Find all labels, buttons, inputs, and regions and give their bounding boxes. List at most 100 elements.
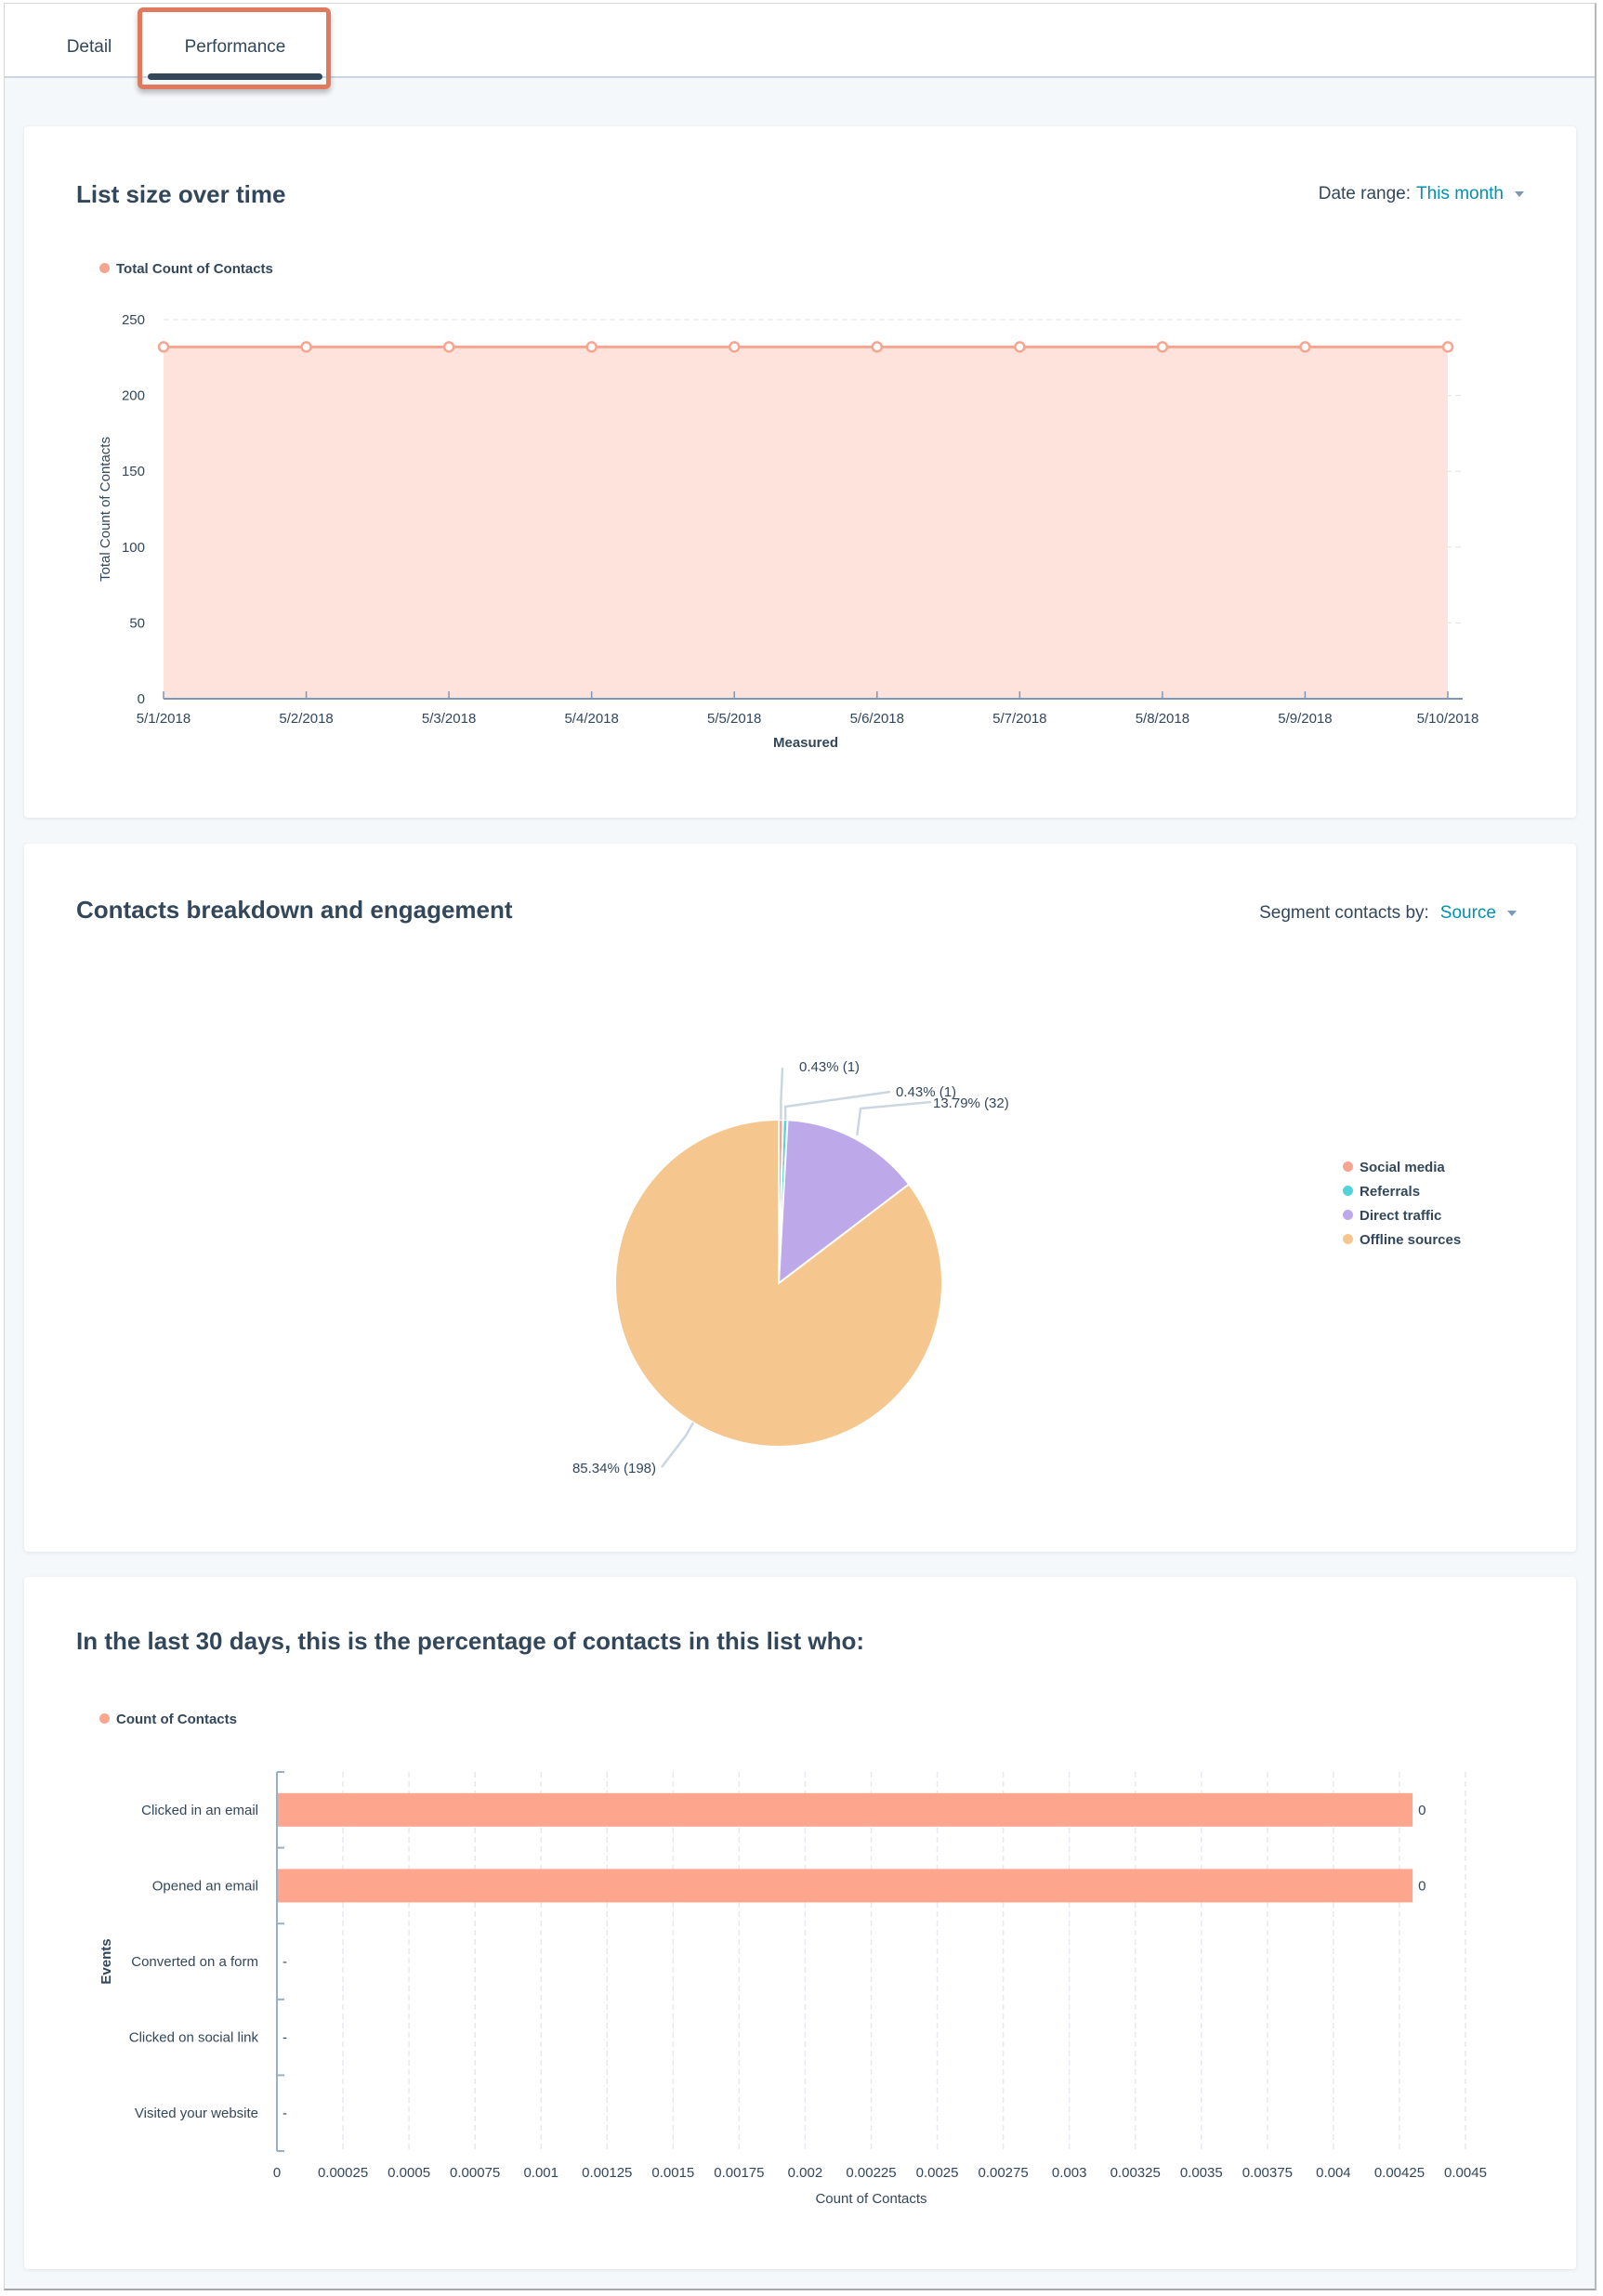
data-point <box>728 341 741 353</box>
bar-data-label: - <box>282 1954 287 1970</box>
bar <box>278 1869 1413 1903</box>
data-point <box>300 341 312 353</box>
date-range-dropdown[interactable]: This month <box>1416 184 1504 203</box>
x-tick-label: 0 <box>273 2165 281 2181</box>
y-axis-title: Total Count of Contacts <box>98 437 113 582</box>
x-tick-label: 0.00425 <box>1374 2165 1425 2181</box>
pie-slice <box>777 1119 911 1286</box>
data-point <box>1299 341 1311 353</box>
pie-leader-line <box>661 1422 695 1468</box>
y-axis-title: Events <box>99 1938 114 1984</box>
x-axis-title: Count of Contacts <box>815 2191 926 2207</box>
legend-item-offline-sources[interactable]: Offline sources <box>1343 1228 1461 1253</box>
caret-down-icon[interactable] <box>1515 190 1524 197</box>
tab-performance[interactable]: Performance <box>144 4 326 80</box>
legend-dot-icon <box>99 1713 110 1724</box>
data-point <box>442 341 455 353</box>
x-tick-label: 5/6/2018 <box>850 711 904 727</box>
legend-dot-icon <box>1343 1186 1353 1196</box>
list-size-title: List size over time <box>76 180 286 208</box>
x-tick-label: 0.0035 <box>1180 2165 1223 2181</box>
tab-detail[interactable]: Detail <box>66 37 112 57</box>
pie-data-label: 0.43% (1) <box>799 1059 860 1075</box>
data-point <box>1156 341 1169 353</box>
bar-data-label: 0 <box>1418 1803 1426 1818</box>
pie-data-label: 13.79% (32) <box>933 1096 1009 1111</box>
bar-data-label: - <box>282 2030 287 2046</box>
legend-item-social-media[interactable]: Social media <box>1343 1156 1461 1180</box>
y-tick-label: Visited your website <box>135 2106 258 2121</box>
legend-label: Direct traffic <box>1360 1208 1442 1224</box>
y-tick-label: Opened an email <box>152 1878 258 1894</box>
active-tab-indicator <box>148 73 322 80</box>
segment-control[interactable]: Segment contacts by: Source <box>1259 903 1517 924</box>
legend-dot-icon <box>1343 1210 1353 1220</box>
x-tick-label: 0.0045 <box>1444 2165 1487 2181</box>
engagement-title: In the last 30 days, this is the percent… <box>76 1627 865 1655</box>
x-tick-label: 0.0005 <box>388 2165 430 2181</box>
x-axis-title: Measured <box>773 735 838 751</box>
bar-data-label: - <box>282 2106 287 2121</box>
bar <box>278 1792 1413 1827</box>
breakdown-title: Contacts breakdown and engagement <box>76 896 513 924</box>
y-tick-label: Converted on a form <box>131 1954 258 1970</box>
data-point <box>585 341 598 353</box>
date-range-label: Date range: <box>1318 184 1412 203</box>
data-point <box>1441 341 1454 353</box>
legend-item-referrals[interactable]: Referrals <box>1343 1180 1461 1204</box>
x-tick-label: 5/9/2018 <box>1278 711 1332 727</box>
x-tick-label: 0.001 <box>523 2165 558 2181</box>
pie-leader-line <box>780 1067 784 1121</box>
pie-leader-line <box>783 1090 891 1121</box>
bar-data-label: 0 <box>1418 1878 1426 1894</box>
segment-label: Segment contacts by: <box>1259 903 1429 923</box>
x-tick-label: 5/7/2018 <box>992 711 1046 727</box>
y-tick-label: 50 <box>129 615 145 631</box>
pie-data-label: 85.34% (198) <box>572 1461 656 1476</box>
pie-leader-line <box>856 1100 932 1136</box>
pie-data-label: 0.43% (1) <box>896 1084 956 1100</box>
list-size-card: List size over time Date range: This mont… <box>24 126 1576 818</box>
legend-item-direct-traffic[interactable]: Direct traffic <box>1343 1204 1461 1228</box>
x-tick-label: 0.0015 <box>651 2165 694 2181</box>
x-tick-label: 5/8/2018 <box>1136 711 1189 727</box>
engagement-card: In the last 30 days, this is the percent… <box>24 1577 1576 2269</box>
breakdown-card: Contacts breakdown and engagement Segmen… <box>24 844 1576 1552</box>
x-tick-label: 5/4/2018 <box>564 711 618 727</box>
x-tick-label: 0.00175 <box>714 2165 764 2181</box>
x-tick-label: 0.002 <box>788 2165 823 2181</box>
y-tick-label: Clicked on social link <box>129 2030 259 2046</box>
legend-dot-icon <box>1343 1234 1353 1244</box>
legend-dot-icon <box>1343 1161 1353 1172</box>
y-tick-label: 250 <box>122 312 145 328</box>
y-tick-label: 200 <box>122 388 145 404</box>
legend-label: Referrals <box>1360 1184 1421 1200</box>
y-tick-label: Clicked in an email <box>141 1803 258 1818</box>
line-chart: 0 50 100 150 200 250 5/1/2018 5/2/2018 5/3/2018 5… <box>98 312 1479 751</box>
x-tick-label: 0.00225 <box>846 2165 896 2181</box>
x-tick-label: 0.00075 <box>450 2165 500 2181</box>
legend-label: Social media <box>1360 1160 1445 1175</box>
line-legend-label: Total Count of Contacts <box>116 261 273 277</box>
caret-down-icon[interactable] <box>1507 910 1517 916</box>
bar-legend-label: Count of Contacts <box>116 1712 237 1727</box>
y-tick-label: 150 <box>122 464 145 479</box>
date-range-control[interactable]: Date range: This month <box>1319 184 1524 204</box>
pie-slice <box>614 1118 943 1448</box>
x-tick-label: 0.00275 <box>978 2165 1028 2181</box>
x-tick-label: 0.00325 <box>1110 2165 1161 2181</box>
legend-label: Offline sources <box>1360 1232 1462 1248</box>
data-point <box>157 341 170 353</box>
pie-legend: Social media Referrals Direct traffic Of… <box>1343 1156 1461 1253</box>
y-tick-label: 0 <box>138 691 145 707</box>
x-tick-label: 5/3/2018 <box>422 711 476 727</box>
legend-dot-icon <box>99 263 110 273</box>
x-tick-label: 0.00125 <box>582 2165 632 2181</box>
x-tick-label: 5/10/2018 <box>1417 711 1479 727</box>
x-tick-label: 0.003 <box>1052 2165 1087 2181</box>
x-tick-label: 0.00375 <box>1242 2165 1293 2181</box>
x-tick-label: 5/2/2018 <box>279 711 333 727</box>
pie-chart: 0.43% (1)0.43% (1)13.79% (32)85.34% (198… <box>572 1059 1009 1476</box>
y-tick-label: 100 <box>122 540 145 556</box>
segment-dropdown[interactable]: Source <box>1439 903 1496 923</box>
